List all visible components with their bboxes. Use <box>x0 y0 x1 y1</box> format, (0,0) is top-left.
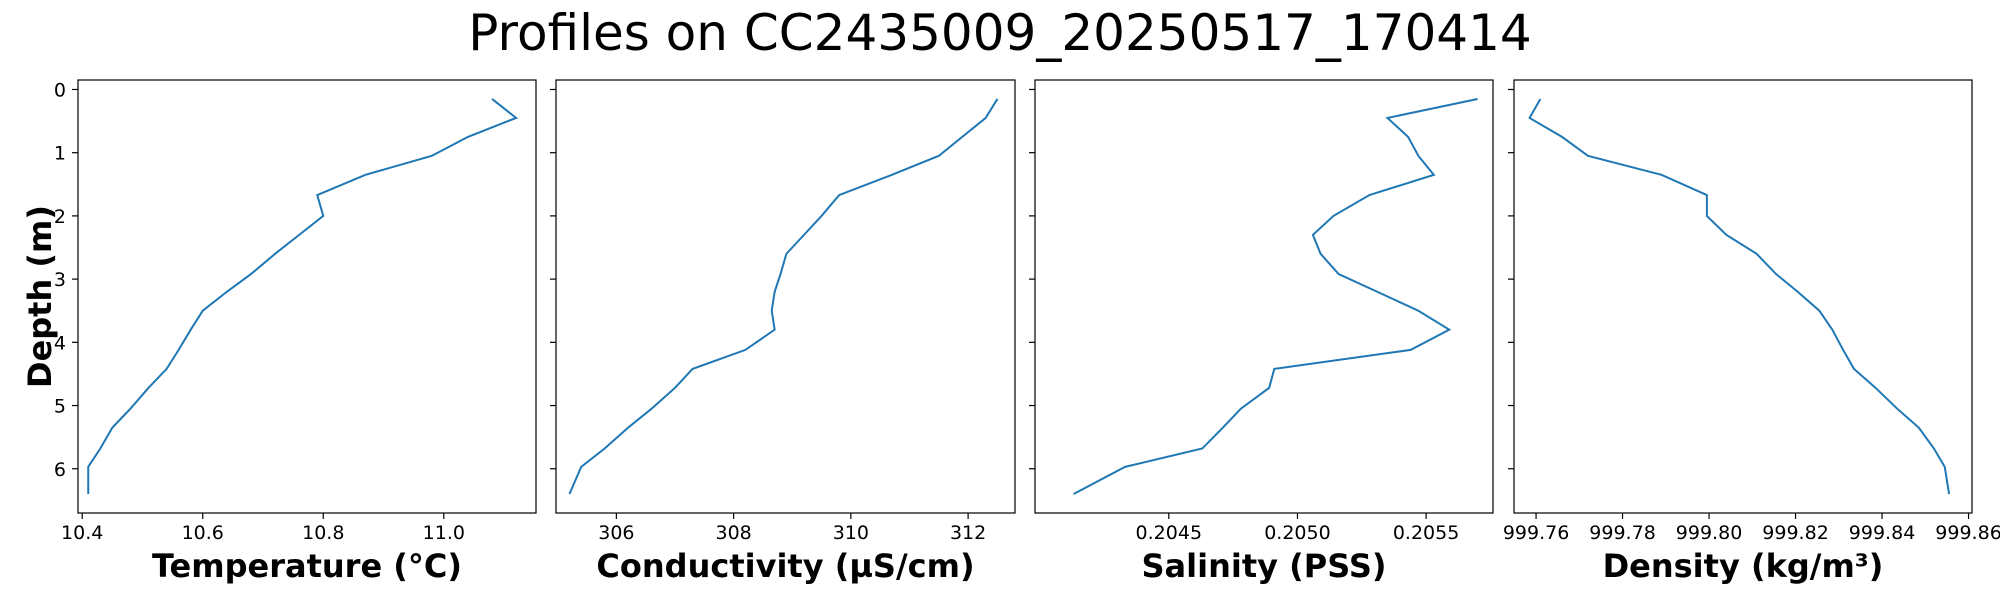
panel-4: 999.76 999.78 999.80 999.82 999.84 999.86 Dens… <box>1503 79 2000 585</box>
y-tick-label: 2 <box>54 206 66 228</box>
y-tick-label: 3 <box>54 269 66 291</box>
x-tick-label: 999.82 <box>1762 522 1828 544</box>
x-tick-label: 308 <box>715 522 751 544</box>
axes-frame <box>555 79 1016 514</box>
x-axis-label: Conductivity (µS/cm) <box>596 547 974 585</box>
x-tick-label: 0.2045 <box>1136 522 1202 544</box>
x-tick-label: 10.6 <box>182 522 224 544</box>
x-tick-label: 10.8 <box>302 522 344 544</box>
figure-title: Profiles on CC2435009_20250517_170414 <box>468 4 1532 62</box>
panel-1: 10.4 10.6 10.8 11.0 0 1 2 3 4 5 6 Temperature (°C) D… <box>21 79 537 585</box>
series-line <box>1073 97 1478 495</box>
x-tick-label: 999.80 <box>1676 522 1742 544</box>
x-tick-label: 306 <box>598 522 634 544</box>
panel-3: 0.2045 0.2050 0.2055 Salinity (PSS) <box>1029 79 1494 585</box>
series-line <box>87 98 519 495</box>
x-tick-label: 0.2050 <box>1264 522 1330 544</box>
x-tick-label: 11.0 <box>423 522 465 544</box>
axes-frame <box>1034 79 1494 514</box>
x-tick-label: 999.86 <box>1935 522 2000 544</box>
x-tick-label: 0.2055 <box>1393 522 1459 544</box>
y-axis-label: Depth (m) <box>21 205 59 388</box>
y-tick-label: 6 <box>54 459 66 481</box>
axes-frame <box>1513 79 1973 514</box>
y-tick-label: 4 <box>54 332 66 354</box>
x-tick-label: 310 <box>833 522 869 544</box>
y-tick-label: 0 <box>54 79 66 101</box>
axes-frame <box>77 79 537 514</box>
x-axis-label: Salinity (PSS) <box>1142 547 1387 585</box>
x-tick-label: 999.76 <box>1503 522 1569 544</box>
panel-2: 306 308 310 312 Conductivity (µS/cm) <box>550 79 1016 585</box>
x-axis-label: Temperature (°C) <box>152 547 462 585</box>
x-tick-label: 312 <box>950 522 986 544</box>
x-axis-label: Density (kg/m³) <box>1603 547 1884 585</box>
x-tick-label: 999.84 <box>1849 522 1915 544</box>
x-tick-label: 999.78 <box>1589 522 1655 544</box>
x-tick-label: 10.4 <box>61 522 103 544</box>
series-line <box>568 98 999 495</box>
y-tick-label: 1 <box>54 143 66 165</box>
y-tick-label: 5 <box>54 396 66 418</box>
series-line <box>1528 98 1951 495</box>
